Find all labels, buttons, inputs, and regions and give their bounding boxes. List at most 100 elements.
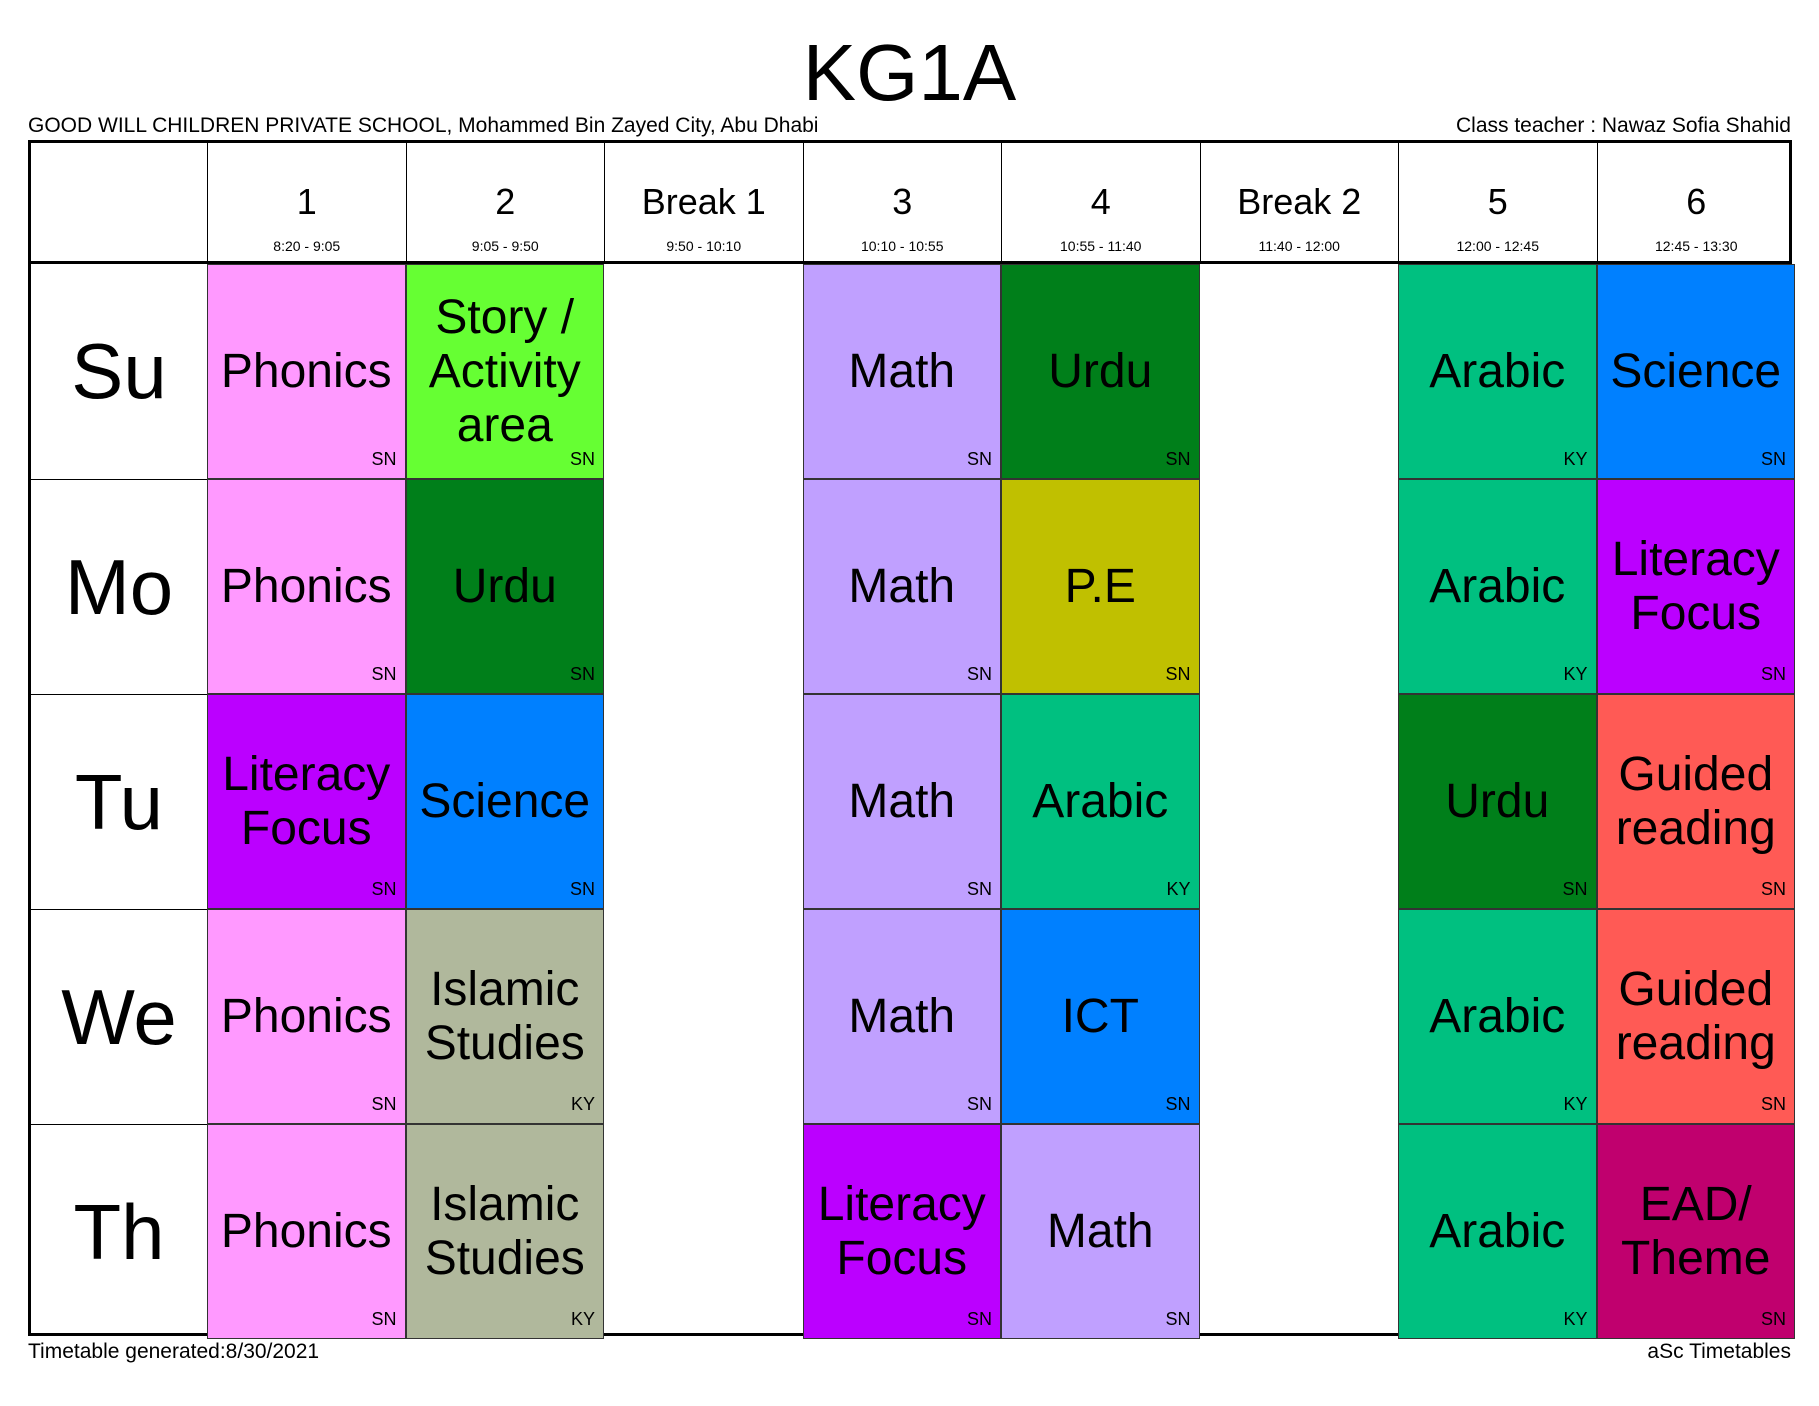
day-label: Mo <box>31 479 207 694</box>
lesson-teacher: KY <box>1563 449 1588 469</box>
lesson-subject: Urdu <box>1048 344 1153 398</box>
lesson-cell: Guided reading SN <box>1596 909 1795 1124</box>
lesson-teacher: SN <box>1760 664 1786 684</box>
school-name: GOOD WILL CHILDREN PRIVATE SCHOOL, Moham… <box>28 114 819 137</box>
lesson-cell: Phonics SN <box>207 479 406 694</box>
lesson-teacher: SN <box>1562 879 1588 899</box>
generated-date: Timetable generated:8/30/2021 <box>28 1340 320 1363</box>
lesson-subject: Math <box>848 989 956 1043</box>
lesson-cell: Phonics SN <box>207 909 406 1124</box>
lesson-cell: Literacy Focus SN <box>1596 479 1795 694</box>
lesson-subject: EAD/ Theme <box>1621 1177 1771 1285</box>
lesson-subject: Urdu <box>452 559 557 613</box>
timetable-title: KG1A <box>802 28 1017 117</box>
day-label: Su <box>71 327 167 415</box>
lesson-teacher: SN <box>1165 664 1191 684</box>
lesson-teacher: SN <box>1760 879 1786 899</box>
lesson-teacher: SN <box>371 1094 397 1114</box>
lesson-teacher: SN <box>966 1309 992 1329</box>
period-header: 2 9:05 - 9:50 <box>405 143 605 261</box>
lesson-subject: Arabic <box>1429 1204 1566 1258</box>
day-label: We <box>31 909 207 1124</box>
lesson-subject: Math <box>848 344 956 398</box>
lesson-cell: Phonics SN <box>207 264 406 479</box>
lesson-teacher: SN <box>371 449 397 469</box>
lesson-subject: Guided reading <box>1615 747 1776 855</box>
period-label: Break 1 <box>641 181 766 222</box>
lesson-subject: Science <box>1610 344 1782 398</box>
lesson-cell: Urdu SN <box>1398 694 1597 909</box>
lesson-subject: Phonics <box>220 989 392 1043</box>
lesson-cell: Phonics SN <box>207 1124 406 1339</box>
lesson-cell: Math SN <box>802 909 1001 1124</box>
lesson-teacher: KY <box>1563 1094 1588 1114</box>
class-teacher: Class teacher : Nawaz Sofia Shahid <box>1455 114 1791 137</box>
lesson-teacher: KY <box>570 1309 595 1329</box>
lesson-subject: Arabic <box>1429 559 1566 613</box>
period-label: 6 <box>1686 181 1707 222</box>
lesson-subject: Phonics <box>220 344 392 398</box>
lesson-teacher: KY <box>1563 664 1588 684</box>
period-time: 8:20 - 9:05 <box>273 238 341 254</box>
lesson-cell: Arabic KY <box>1398 1124 1597 1339</box>
period-time: 11:40 - 12:00 <box>1258 238 1340 254</box>
lesson-subject: Story / Activity area <box>428 290 581 452</box>
lesson-cell: ICT SN <box>1001 909 1200 1124</box>
lesson-cell: Math SN <box>802 479 1001 694</box>
period-header: 6 12:45 - 13:30 <box>1596 143 1796 261</box>
period-time: 9:05 - 9:50 <box>471 238 539 254</box>
lesson-cell: Urdu SN <box>1001 264 1200 479</box>
period-time: 9:50 - 10:10 <box>666 238 742 254</box>
lesson-cell: Math SN <box>802 694 1001 909</box>
lesson-teacher: SN <box>569 449 595 469</box>
lesson-subject: P.E <box>1064 559 1136 613</box>
lesson-cell: P.E SN <box>1001 479 1200 694</box>
lesson-teacher: SN <box>1165 1094 1191 1114</box>
period-header: 5 12:00 - 12:45 <box>1398 143 1597 261</box>
lesson-subject: Urdu <box>1445 774 1550 828</box>
timetable-grid: 1 8:20 - 9:05 2 9:05 - 9:50 Break 1 9:50 - 10… <box>28 140 1795 1339</box>
lesson-cell: Arabic KY <box>1398 909 1597 1124</box>
lesson-subject: Phonics <box>220 1204 392 1258</box>
lesson-subject: Phonics <box>220 559 392 613</box>
period-label: 4 <box>1090 181 1111 222</box>
day-label: Tu <box>31 694 207 909</box>
lesson-teacher: SN <box>1760 1309 1786 1329</box>
lesson-cell: Arabic KY <box>1001 694 1200 909</box>
lesson-cell: Islamic Studies KY <box>405 1124 604 1339</box>
period-time: 10:55 - 11:40 <box>1060 238 1142 254</box>
lesson-subject: Science <box>419 774 591 828</box>
period-label: 2 <box>495 181 516 222</box>
period-header: Break 1 9:50 - 10:10 <box>604 143 803 261</box>
lesson-subject: Math <box>1046 1204 1154 1258</box>
lesson-subject: Islamic Studies <box>424 1177 585 1285</box>
lesson-teacher: SN <box>1165 449 1191 469</box>
lesson-teacher: SN <box>569 879 595 899</box>
lesson-subject: Math <box>848 559 956 613</box>
lesson-teacher: SN <box>1760 449 1786 469</box>
lesson-subject: Literacy Focus <box>817 1177 986 1285</box>
period-label: Break 2 <box>1237 181 1362 222</box>
lesson-subject: ICT <box>1061 989 1139 1043</box>
lesson-cell: EAD/ Theme SN <box>1596 1124 1795 1339</box>
lesson-teacher: SN <box>371 879 397 899</box>
lesson-teacher: SN <box>371 1309 397 1329</box>
lesson-cell: Arabic KY <box>1398 479 1597 694</box>
period-time: 12:45 - 13:30 <box>1654 238 1738 254</box>
lesson-subject: Literacy Focus <box>222 747 391 855</box>
lesson-cell: Arabic KY <box>1398 264 1597 479</box>
lesson-teacher: SN <box>569 664 595 684</box>
lesson-cell: Science SN <box>1596 264 1795 479</box>
period-label: 1 <box>296 181 317 222</box>
period-header: 1 8:20 - 9:05 <box>207 143 406 261</box>
lesson-subject: Islamic Studies <box>424 962 585 1070</box>
lesson-teacher: KY <box>1166 879 1191 899</box>
day-label: Th <box>31 1124 207 1339</box>
period-label: 3 <box>892 181 913 222</box>
lesson-subject: Arabic <box>1429 989 1566 1043</box>
lesson-subject: Arabic <box>1429 344 1566 398</box>
lesson-cell: Science SN <box>405 694 604 909</box>
lesson-teacher: SN <box>1760 1094 1786 1114</box>
period-header: 4 10:55 - 11:40 <box>1001 143 1200 261</box>
lesson-subject: Arabic <box>1032 774 1169 828</box>
